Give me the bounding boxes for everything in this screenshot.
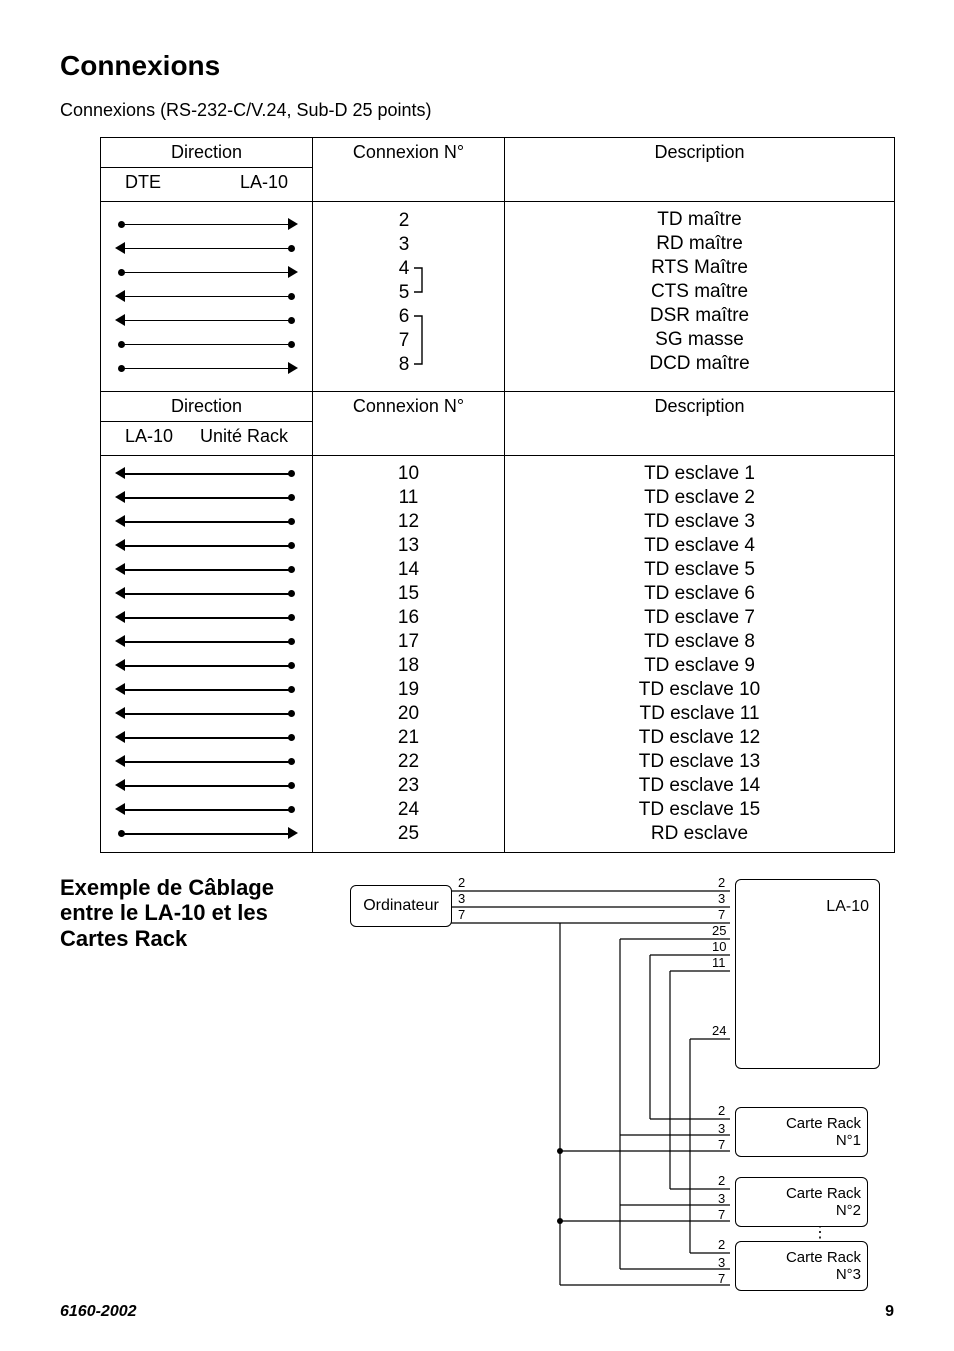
svg-text:8: 8 bbox=[398, 354, 409, 375]
hdr-conn-1: Connexion N° bbox=[313, 138, 505, 202]
svg-text:7: 7 bbox=[718, 1137, 725, 1152]
svg-text:25: 25 bbox=[712, 923, 726, 938]
rack1-l2: N°1 bbox=[836, 1132, 861, 1149]
svg-text:2: 2 bbox=[458, 875, 465, 890]
svg-text:7: 7 bbox=[718, 1271, 725, 1286]
svg-text:2: 2 bbox=[718, 1237, 725, 1252]
footer-left: 6160-2002 bbox=[60, 1303, 137, 1321]
svg-text:7: 7 bbox=[398, 330, 409, 351]
pins-group-2: 10111213141516171819202122232425 bbox=[313, 456, 505, 853]
svg-text:5: 5 bbox=[398, 282, 409, 303]
svg-text:3: 3 bbox=[718, 891, 725, 906]
desc-group-1: TD maîtreRD maîtreRTS MaîtreCTS maîtreDS… bbox=[505, 202, 895, 392]
hdr-direction-1: Direction bbox=[101, 138, 313, 168]
pins-group-1: 2 3 4 5 6 7 8 bbox=[313, 202, 505, 392]
svg-text:24: 24 bbox=[712, 1023, 726, 1038]
svg-text:11: 11 bbox=[712, 955, 726, 970]
rack3-l2: N°3 bbox=[836, 1266, 861, 1283]
rack3-box: Carte Rack N°3 bbox=[735, 1241, 868, 1291]
hdr-left-1: DTE bbox=[125, 172, 161, 193]
cabling-title-line3: Cartes Rack bbox=[60, 926, 350, 951]
cabling-title-line1: Exemple de Câblage bbox=[60, 875, 350, 900]
page-footer: 6160-2002 9 bbox=[60, 1303, 894, 1321]
hdr-right-1: LA-10 bbox=[240, 172, 288, 193]
svg-text:3: 3 bbox=[458, 891, 465, 906]
hdr-conn-2: Connexion N° bbox=[313, 392, 505, 456]
svg-text:6: 6 bbox=[398, 306, 409, 327]
la10-box: LA-10 bbox=[735, 879, 880, 1069]
hdr-desc-1: Description bbox=[505, 138, 895, 202]
rack1-box: Carte Rack N°1 bbox=[735, 1107, 868, 1157]
arrows-group-1 bbox=[101, 202, 313, 392]
footer-right: 9 bbox=[885, 1303, 894, 1321]
svg-text:4: 4 bbox=[398, 258, 409, 279]
svg-text:3: 3 bbox=[718, 1191, 725, 1206]
rack3-l1: Carte Rack bbox=[786, 1249, 861, 1266]
page-title: Connexions bbox=[60, 50, 894, 82]
hdr-right-2: Unité Rack bbox=[200, 426, 288, 447]
page-subtitle: Connexions (RS-232-C/V.24, Sub-D 25 poin… bbox=[60, 100, 894, 121]
rack2-l2: N°2 bbox=[836, 1202, 861, 1219]
rack2-box: Carte Rack N°2 bbox=[735, 1177, 868, 1227]
svg-text:7: 7 bbox=[458, 907, 465, 922]
pinout-table: Direction Connexion N° Description DTE L… bbox=[100, 137, 895, 853]
rack1-l1: Carte Rack bbox=[786, 1115, 861, 1132]
svg-text:7: 7 bbox=[718, 907, 725, 922]
hdr-desc-2: Description bbox=[505, 392, 895, 456]
svg-text:3: 3 bbox=[398, 234, 409, 255]
svg-text:2: 2 bbox=[718, 1173, 725, 1188]
hdr-direction-2: Direction bbox=[101, 392, 313, 422]
svg-text:3: 3 bbox=[718, 1121, 725, 1136]
cabling-title: Exemple de Câblage entre le LA-10 et les… bbox=[60, 875, 350, 951]
arrows-group-2 bbox=[101, 456, 313, 853]
svg-text:2: 2 bbox=[398, 210, 409, 231]
cabling-diagram: 2 3 7 2 3 7 25 10 11 24 2 3 7 2 3 7 2 3 … bbox=[350, 875, 894, 1295]
hdr-left-2: LA-10 bbox=[125, 426, 173, 447]
cabling-title-line2: entre le LA-10 et les bbox=[60, 900, 350, 925]
svg-text:3: 3 bbox=[718, 1255, 725, 1270]
ordinateur-box: Ordinateur bbox=[350, 885, 452, 927]
svg-text:2: 2 bbox=[718, 1103, 725, 1118]
svg-text:10: 10 bbox=[712, 939, 726, 954]
svg-text:2: 2 bbox=[718, 875, 725, 890]
desc-group-2: TD esclave 1TD esclave 2TD esclave 3TD e… bbox=[505, 456, 895, 853]
rack2-l1: Carte Rack bbox=[786, 1185, 861, 1202]
svg-text:7: 7 bbox=[718, 1207, 725, 1222]
